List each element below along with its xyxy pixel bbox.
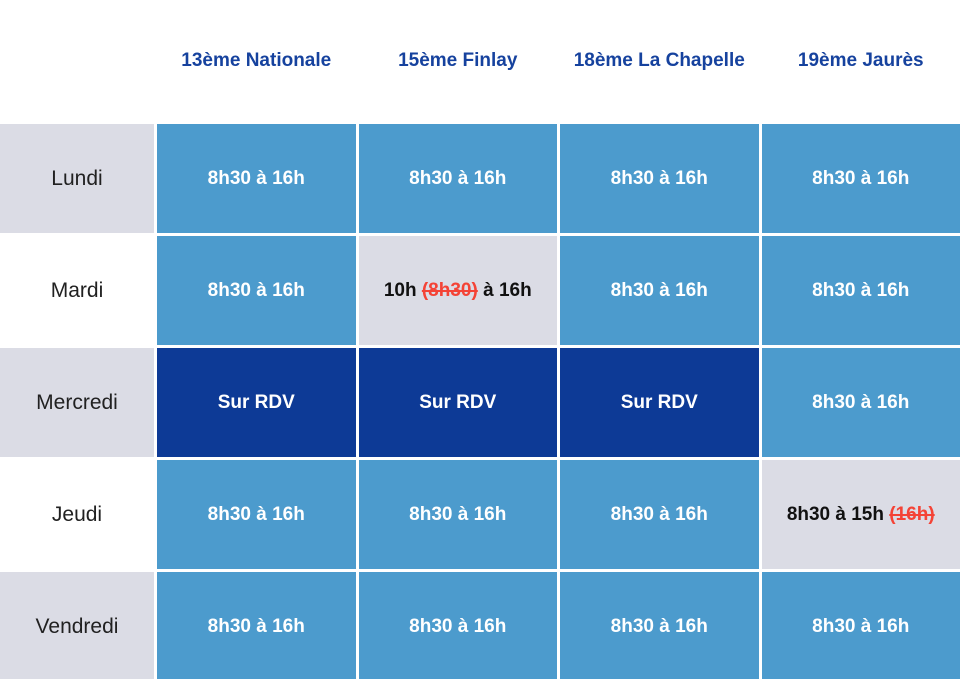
cell-text-suffix: à 16h [477, 279, 532, 301]
cell-vendredi-jaures: 8h30 à 16h [761, 572, 960, 679]
row-label-lundi: Lundi [0, 124, 154, 233]
cell-vendredi-nationale: 8h30 à 16h [157, 572, 356, 679]
cell-mardi-jaures: 8h30 à 16h [761, 236, 960, 345]
column-header-15eme-finlay: 15ème Finlay [358, 0, 557, 121]
row-label-vendredi: Vendredi [0, 572, 154, 679]
row-label-jeudi: Jeudi [0, 460, 154, 569]
cell-jeudi-la-chapelle: 8h30 à 16h [560, 460, 759, 569]
cell-lundi-finlay: 8h30 à 16h [358, 124, 557, 233]
cell-vendredi-finlay: 8h30 à 16h [358, 572, 557, 679]
cell-text-prefix: 8h30 à 15h [786, 503, 890, 525]
row-label-mercredi: Mercredi [0, 348, 154, 457]
cell-mercredi-finlay: Sur RDV [358, 348, 557, 457]
cell-vendredi-la-chapelle: 8h30 à 16h [560, 572, 759, 679]
cell-mardi-finlay: 10h (8h30) à 16h [358, 236, 557, 345]
row-label-mardi: Mardi [0, 236, 154, 345]
column-header-13eme-nationale: 13ème Nationale [157, 0, 356, 121]
cell-mardi-la-chapelle: 8h30 à 16h [560, 236, 759, 345]
strikethrough-old-time: (16h) [889, 503, 935, 525]
cell-jeudi-nationale: 8h30 à 16h [157, 460, 356, 569]
cell-text-prefix: 10h [383, 279, 422, 301]
column-header-18eme-la-chapelle: 18ème La Chapelle [560, 0, 759, 121]
cell-mercredi-la-chapelle: Sur RDV [560, 348, 759, 457]
cell-jeudi-jaures: 8h30 à 15h (16h) [761, 460, 960, 569]
cell-jeudi-finlay: 8h30 à 16h [358, 460, 557, 569]
column-header-19eme-jaures: 19ème Jaurès [761, 0, 960, 121]
cell-mercredi-jaures: 8h30 à 16h [761, 348, 960, 457]
cell-lundi-nationale: 8h30 à 16h [157, 124, 356, 233]
corner-spacer [0, 0, 154, 121]
strikethrough-old-time: (8h30) [421, 279, 478, 301]
cell-lundi-jaures: 8h30 à 16h [761, 124, 960, 233]
cell-mardi-nationale: 8h30 à 16h [157, 236, 356, 345]
cell-lundi-la-chapelle: 8h30 à 16h [560, 124, 759, 233]
cell-mercredi-nationale: Sur RDV [157, 348, 356, 457]
